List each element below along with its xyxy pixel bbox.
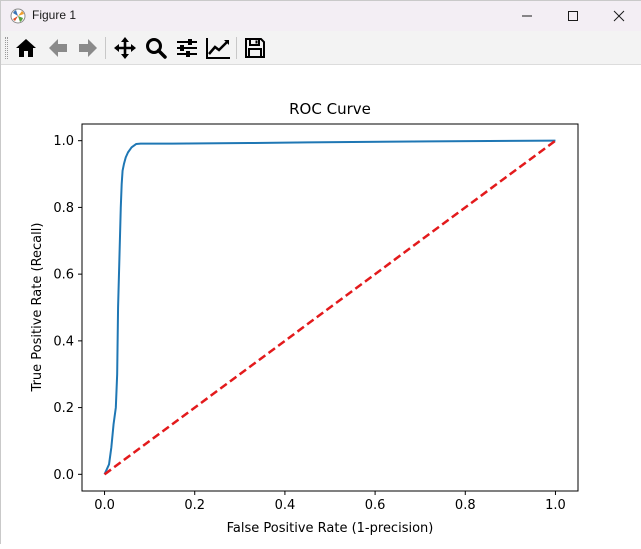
home-icon <box>16 39 36 57</box>
back-button[interactable] <box>45 35 71 61</box>
title-bar: Figure 1 <box>1 1 641 31</box>
y-tick-label: 1.0 <box>53 134 74 149</box>
save-button[interactable] <box>242 35 268 61</box>
roc-curve-line <box>103 139 556 475</box>
arrow-left-icon <box>49 39 67 57</box>
edit-axis-button[interactable] <box>205 35 231 61</box>
minimize-button[interactable] <box>504 1 550 31</box>
roc-chart: ROC Curve 0.0 0.2 0.4 0.6 0.8 1.0 0.00.20.40.… <box>30 100 579 536</box>
floppy-disk-icon <box>245 38 265 58</box>
line-chart-icon <box>206 38 230 59</box>
x-axis: 0.0 0.2 0.4 0.6 0.8 1.0 <box>94 491 566 513</box>
y-tick-label: 0.8 <box>53 201 74 216</box>
y-tick-label: 0.0 <box>53 468 74 483</box>
arrow-right-icon <box>79 39 97 57</box>
toolbar-grip <box>5 37 8 59</box>
y-tick-label: 0.6 <box>53 268 74 283</box>
close-icon <box>613 10 625 22</box>
y-axis-label: True Positive Rate (Recall) <box>30 223 45 393</box>
x-tick-label: 1.0 <box>545 498 566 513</box>
sliders-icon <box>177 39 197 57</box>
figure-canvas[interactable]: ROC Curve 0.0 0.2 0.4 0.6 0.8 1.0 0.0 0.2 0.4 0.… <box>1 65 641 545</box>
window-title: Figure 1 <box>32 8 77 22</box>
minimize-icon <box>522 15 532 17</box>
maximize-icon <box>568 11 578 21</box>
matplotlib-logo-icon <box>10 8 26 24</box>
zoom-button[interactable] <box>143 35 169 61</box>
chance-diagonal-line <box>103 139 557 476</box>
axes-frame <box>81 123 579 492</box>
y-tick-label: 0.4 <box>53 334 74 349</box>
x-tick-label: 0.0 <box>94 498 115 513</box>
toolbar-separator <box>236 37 237 59</box>
chart-title: ROC Curve <box>289 100 371 118</box>
navigation-toolbar <box>1 31 641 65</box>
magnifier-icon <box>146 38 167 59</box>
toolbar-separator <box>105 37 106 59</box>
maximize-button[interactable] <box>550 1 596 31</box>
x-tick-label: 0.8 <box>455 498 476 513</box>
forward-button[interactable] <box>75 35 101 61</box>
x-axis-label: False Positive Rate (1-precision) <box>227 521 434 536</box>
x-tick-label: 0.2 <box>184 498 205 513</box>
home-button[interactable] <box>13 35 39 61</box>
x-tick-label: 0.4 <box>275 498 296 513</box>
move-icon <box>114 37 136 59</box>
configure-subplots-button[interactable] <box>174 35 200 61</box>
x-tick-label: 0.6 <box>365 498 386 513</box>
y-axis: 0.0 0.2 0.4 0.6 0.8 1.0 <box>53 134 82 483</box>
y-tick-label: 0.2 <box>53 401 74 416</box>
pan-button[interactable] <box>112 35 138 61</box>
close-button[interactable] <box>596 1 641 31</box>
